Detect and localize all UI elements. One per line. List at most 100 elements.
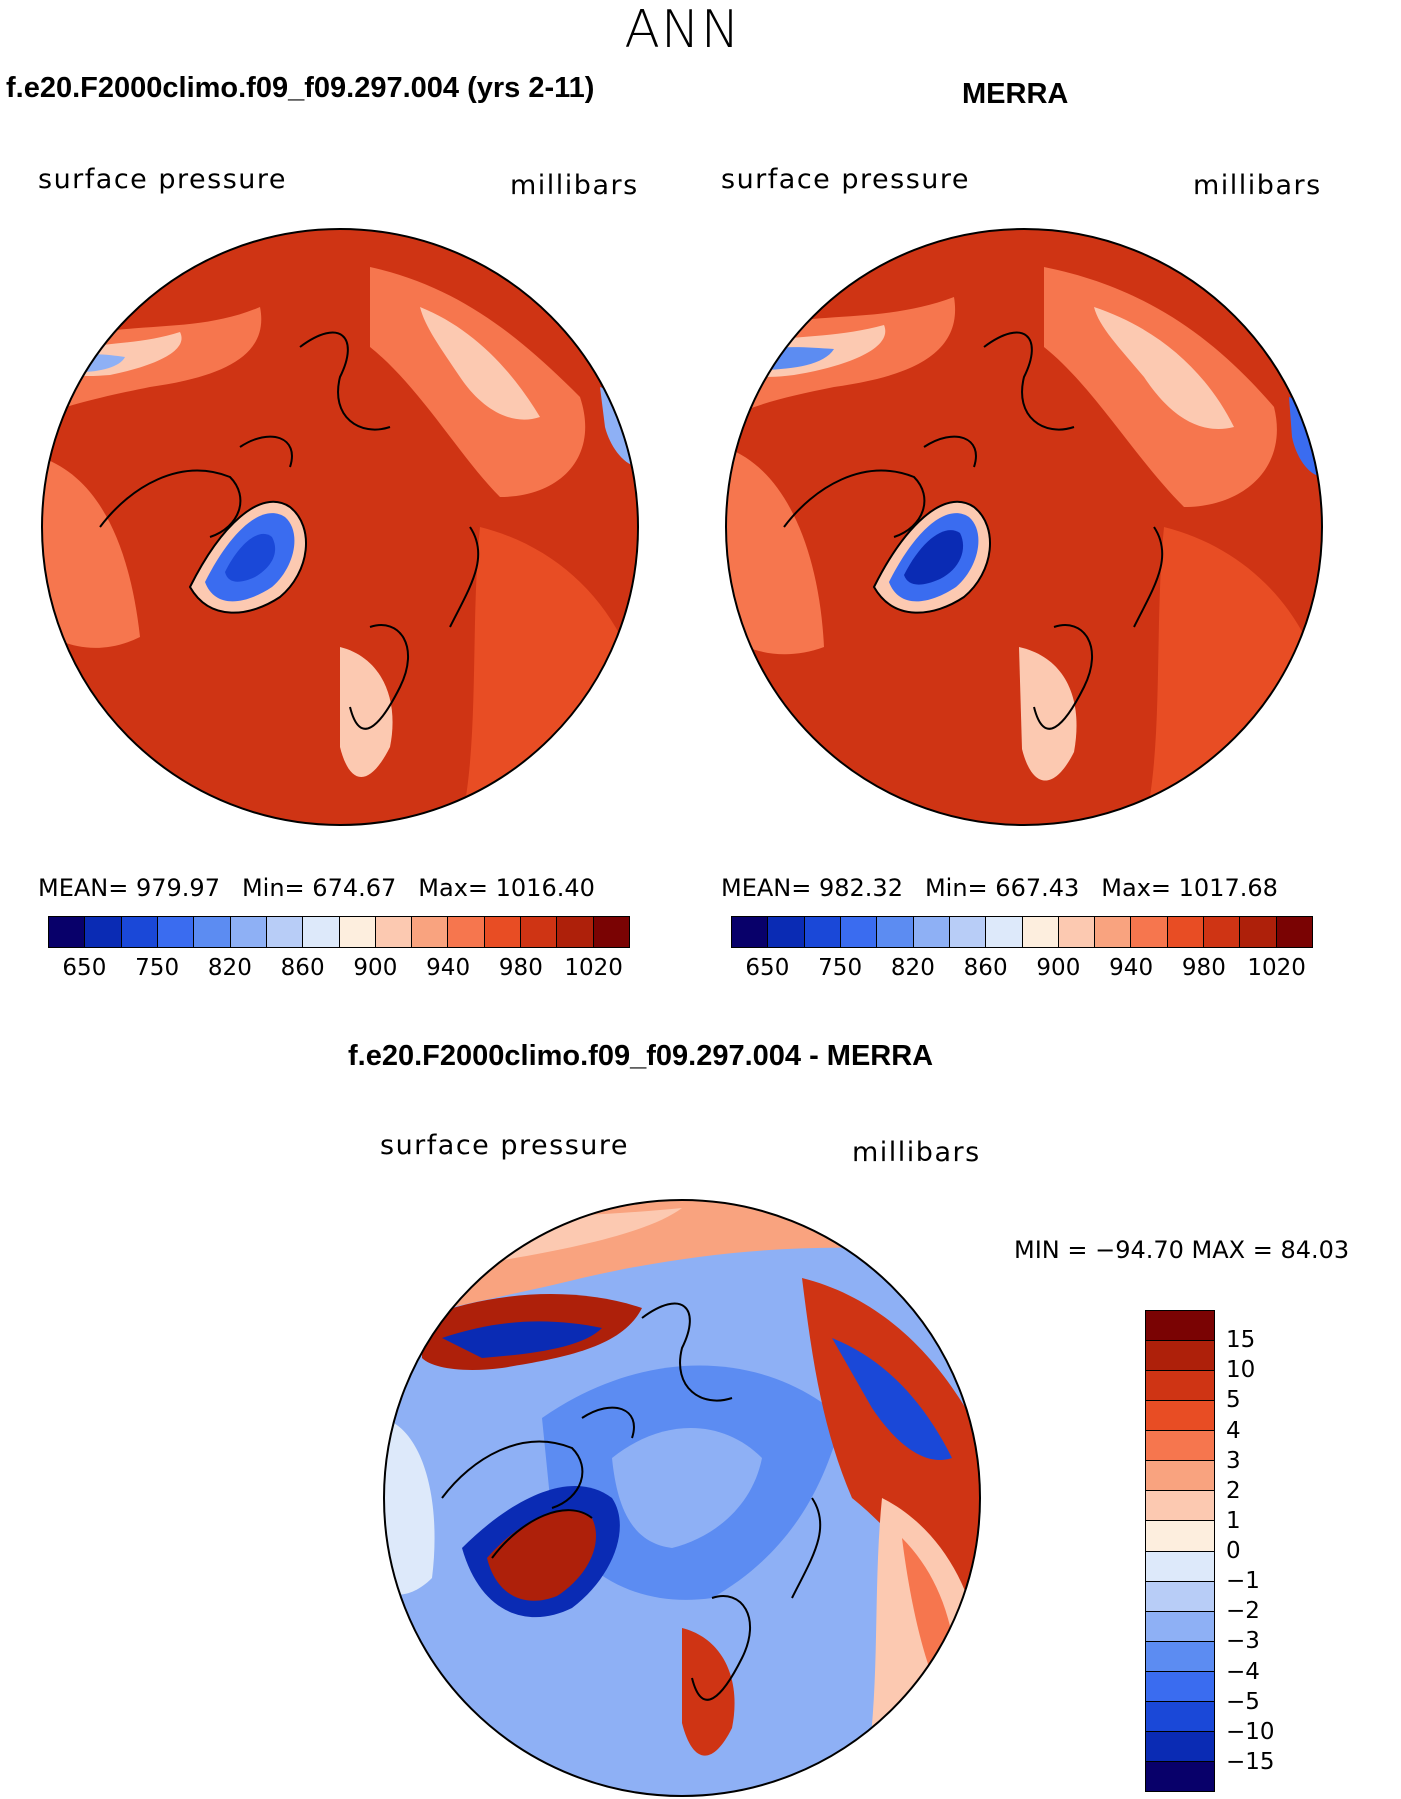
panel-3-polar-map [383,1199,981,1797]
colorbar-tick-label: 0 [1226,1538,1241,1564]
colorbar-swatch [85,917,122,947]
colorbar-swatch [521,917,558,947]
colorbar-swatch [1146,1671,1214,1702]
colorbar-swatch [1131,917,1168,947]
panel-3-colorbar [1145,1310,1215,1792]
colorbar-swatch [1146,1401,1214,1432]
colorbar-swatch [194,917,231,947]
colorbar-swatch [339,917,376,947]
colorbar-swatch [1146,1581,1214,1612]
panel-3-region-canada [384,1418,435,1595]
panel-1-region-north-america [42,457,140,648]
colorbar-swatch [1022,917,1059,947]
panel-2-variable: surface pressure [721,164,970,195]
colorbar-swatch [593,917,629,947]
panel-3-region-siberia-blue [832,1338,952,1460]
colorbar-tick-label: 750 [818,955,863,981]
colorbar-swatch [840,917,878,947]
colorbar-swatch [484,917,522,947]
colorbar-tick-label: 4 [1226,1417,1241,1444]
colorbar-tick-label: 860 [963,955,1008,981]
colorbar-swatch [768,917,805,947]
colorbar-tick-label: 2 [1226,1477,1241,1504]
panel-2-stats: MEAN= 982.32 Min= 667.43 Max= 1017.68 [721,874,1300,902]
panel-3-region-rockies-blue [442,1321,602,1358]
panel-2-title: MERRA [962,78,1069,110]
colorbar-tick-label: 3 [1226,1447,1241,1474]
colorbar-swatch [1146,1761,1214,1791]
panel-2-units: millibars [1193,170,1322,201]
colorbar-swatch [1146,1431,1214,1462]
colorbar-swatch [448,917,485,947]
colorbar-swatch [1146,1311,1214,1342]
panel-3-region-arctic-center [612,1428,762,1548]
panel-1-polar-map [41,228,639,826]
colorbar-tick-label: −10 [1226,1718,1275,1745]
panel-3-region-scandinavia [682,1628,735,1756]
colorbar-swatch [1146,1551,1214,1582]
colorbar-tick-label: −4 [1226,1658,1260,1685]
panel-2-colorbar [731,916,1313,948]
colorbar-swatch [1146,1731,1214,1762]
panel-2-region-north-america [726,447,824,655]
colorbar-tick-label: 900 [353,955,398,981]
colorbar-tick-label: 1020 [564,955,623,981]
colorbar-tick-label: 820 [207,955,252,981]
panel-3-map-border [383,1199,981,1797]
colorbar-tick-label: −1 [1226,1568,1260,1595]
panel-3-coastlines [441,1302,822,1701]
colorbar-tick-label: 750 [135,955,180,981]
colorbar-swatch [913,917,950,947]
colorbar-swatch [1240,917,1277,947]
colorbar-tick-label: −2 [1226,1598,1260,1625]
colorbar-swatch [804,917,841,947]
panel-1-greenland-core [225,533,276,582]
colorbar-tick-label: 5 [1226,1387,1241,1414]
colorbar-tick-label: 820 [890,955,935,981]
panel-1-units: millibars [510,170,639,201]
colorbar-swatch [732,917,769,947]
panel-1-min: Min= 674.67 [241,874,397,902]
colorbar-swatch [1146,1641,1214,1672]
panel-1-max: Max= 1016.40 [418,874,595,902]
colorbar-swatch [157,917,195,947]
colorbar-tick-label: 10 [1226,1357,1256,1384]
colorbar-tick-label: 900 [1036,955,1081,981]
colorbar-swatch [1146,1701,1214,1732]
panel-2-region-scandinavia [1019,647,1077,781]
panel-1-region-east-asia-light [420,307,540,420]
panel-2-greenland-core [904,530,964,585]
colorbar-tick-label: 980 [1181,955,1226,981]
panel-2-region-east-asia-light [1094,307,1234,429]
colorbar-swatch [1146,1521,1214,1552]
panel-2-polar-map [725,228,1323,826]
colorbar-tick-label: 940 [426,955,471,981]
colorbar-tick-label: 980 [498,955,543,981]
panel-3-title: f.e20.F2000climo.f09_f09.297.004 - MERRA [348,1040,934,1072]
panel-3-units: millibars [852,1137,981,1168]
colorbar-swatch [1058,917,1096,947]
panel-1-title: f.e20.F2000climo.f09_f09.297.004 (yrs 2-… [6,72,595,104]
colorbar-swatch [121,917,158,947]
colorbar-tick-label: 1 [1226,1507,1241,1534]
panel-1-map-border [41,228,639,826]
panel-1-mean: MEAN= 979.97 [38,874,220,902]
colorbar-swatch [1146,1341,1214,1372]
colorbar-tick-label: 1020 [1247,955,1306,981]
panel-1-coastlines [99,331,480,730]
panel-3-variable: surface pressure [380,1130,629,1161]
colorbar-tick-label: 940 [1109,955,1154,981]
colorbar-swatch [949,917,987,947]
colorbar-swatch [49,917,86,947]
colorbar-swatch [877,917,914,947]
panel-2-map-border [725,228,1323,826]
colorbar-swatch [1167,917,1205,947]
colorbar-tick-label: −5 [1226,1688,1260,1715]
panel-2-coastlines [783,331,1164,730]
colorbar-swatch [1204,917,1241,947]
colorbar-tick-label: −3 [1226,1628,1260,1655]
colorbar-tick-label: 650 [62,955,107,981]
panel-2-min: Min= 667.43 [924,874,1080,902]
colorbar-swatch [266,917,304,947]
panel-2-colorbar-labels: 650 750 820 860 900 940 980 1020 [731,955,1313,985]
